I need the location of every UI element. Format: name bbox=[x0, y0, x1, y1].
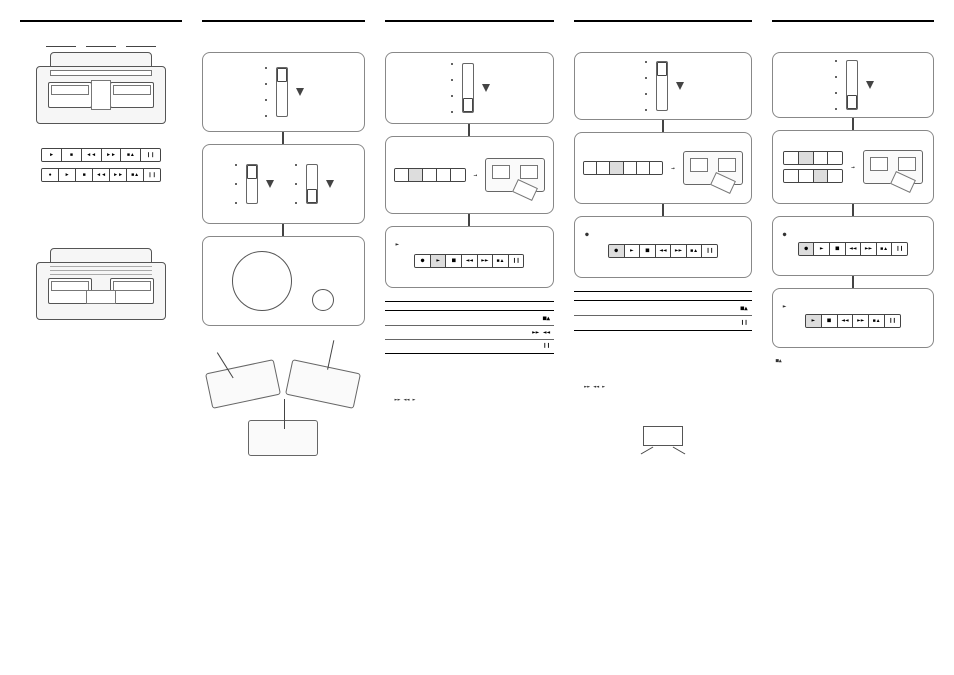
step-function-tape bbox=[385, 52, 555, 124]
arrow-right-icon: → bbox=[851, 164, 855, 171]
section-rule bbox=[772, 20, 934, 22]
section-rule bbox=[385, 20, 555, 22]
pause-symbol: ❙❙ bbox=[543, 342, 550, 349]
step-function-record bbox=[574, 52, 752, 120]
rec-icon: ● bbox=[585, 231, 589, 238]
boombox-rear-diagram bbox=[36, 248, 166, 320]
stop-eject-symbol: ■▲ bbox=[741, 305, 748, 312]
play-strip: ● ► ■ ◄◄ ►► ■▲ ❙❙ bbox=[414, 254, 524, 268]
rec-strip-dub: ● ► ■ ◄◄ ►► ■▲ ❙❙ bbox=[798, 242, 908, 256]
pause-key: ❙❙ bbox=[144, 169, 160, 181]
stop-eject-key: ■▲ bbox=[121, 149, 141, 161]
mini-boombox-open bbox=[485, 158, 545, 192]
column-dubbing: → ● ● ► ■ ◄◄ ►► ■▲ ❙❙ bbox=[772, 20, 934, 655]
rew-key: ◄◄ bbox=[93, 169, 110, 181]
erase-protect-diagram bbox=[643, 426, 683, 446]
step-band-tuning bbox=[202, 144, 364, 224]
ff-key: ►► bbox=[110, 169, 127, 181]
column-recording: → ● ● ► ■ ◄◄ ►► ■▲ ❙❙ bbox=[574, 20, 752, 655]
step-press-play: ► ● ► ■ ◄◄ ►► ■▲ ❙❙ bbox=[385, 226, 555, 288]
arrow-right-icon: → bbox=[671, 165, 675, 172]
step-function-selector bbox=[202, 52, 364, 132]
section-rule bbox=[20, 20, 182, 22]
ff-rew-symbol: ►► ◄◄ bbox=[532, 329, 550, 336]
section-rule bbox=[574, 20, 752, 22]
deck1-eject-strip bbox=[783, 151, 843, 165]
section-rule bbox=[202, 20, 364, 22]
step-press-rec: ● ● ► ■ ◄◄ ►► ■▲ ❙❙ bbox=[574, 216, 752, 278]
volume-dial bbox=[232, 251, 292, 311]
rew-key: ◄◄ bbox=[82, 149, 102, 161]
mini-boombox-open bbox=[863, 150, 923, 184]
cancel-symbol: ■▲ bbox=[772, 358, 934, 364]
deck-eject-strip bbox=[394, 168, 466, 182]
pause-key: ❙❙ bbox=[141, 149, 160, 161]
play-icon: ► bbox=[396, 241, 400, 248]
play-icon: ► bbox=[783, 303, 787, 310]
stop-eject-symbol: ■▲ bbox=[543, 315, 550, 322]
column-tape-play: → ► ● ► ■ ◄◄ ►► ■▲ ❙❙ bbox=[385, 20, 555, 655]
deck2-button-strip: ● ► ■ ◄◄ ►► ■▲ ❙❙ bbox=[41, 168, 161, 182]
step-press-play-dub: ► ► ■ ◄◄ ►► ■▲ ❙❙ bbox=[772, 288, 934, 348]
column-radio bbox=[202, 20, 364, 655]
stop-eject-key: ■▲ bbox=[127, 169, 144, 181]
stop-key: ■ bbox=[62, 149, 82, 161]
pause-symbol: ❙❙ bbox=[741, 319, 748, 326]
step-volume-tone bbox=[202, 236, 364, 326]
step-insert-both: → bbox=[772, 130, 934, 204]
deck2-eject-strip bbox=[583, 161, 663, 175]
stop-key: ■ bbox=[76, 169, 93, 181]
step-insert-blank-tape: → bbox=[574, 132, 752, 204]
antenna-orientation-diagram bbox=[208, 366, 358, 456]
play-key: ► bbox=[42, 149, 62, 161]
tip-symbols: ►► ◄◄ ► bbox=[385, 397, 555, 403]
playback-operations-table: ■▲ ►► ◄◄ ❙❙ bbox=[385, 301, 555, 354]
step-press-rec-dub: ● ● ► ■ ◄◄ ►► ■▲ ❙❙ bbox=[772, 216, 934, 276]
ff-key: ►► bbox=[102, 149, 122, 161]
step-function-dub bbox=[772, 52, 934, 118]
record-operations-table: ■▲ ❙❙ bbox=[574, 291, 752, 331]
play-strip-dub: ► ■ ◄◄ ►► ■▲ ❙❙ bbox=[805, 314, 901, 328]
rec-key: ● bbox=[42, 169, 59, 181]
column-parts-location: ► ■ ◄◄ ►► ■▲ ❙❙ ● ► ■ ◄◄ ►► ■▲ ❙❙ bbox=[20, 20, 182, 655]
boombox-front-diagram bbox=[36, 52, 166, 124]
rec-strip: ● ► ■ ◄◄ ►► ■▲ ❙❙ bbox=[608, 244, 718, 258]
arrow-right-icon: → bbox=[474, 172, 478, 179]
tone-dial bbox=[312, 289, 334, 311]
deck2-eject-strip bbox=[783, 169, 843, 183]
play-key: ► bbox=[59, 169, 76, 181]
step-insert-cassette: → bbox=[385, 136, 555, 214]
deck1-button-strip: ► ■ ◄◄ ►► ■▲ ❙❙ bbox=[41, 148, 161, 162]
rec-icon: ● bbox=[783, 231, 787, 238]
mini-boombox-open bbox=[683, 151, 743, 185]
